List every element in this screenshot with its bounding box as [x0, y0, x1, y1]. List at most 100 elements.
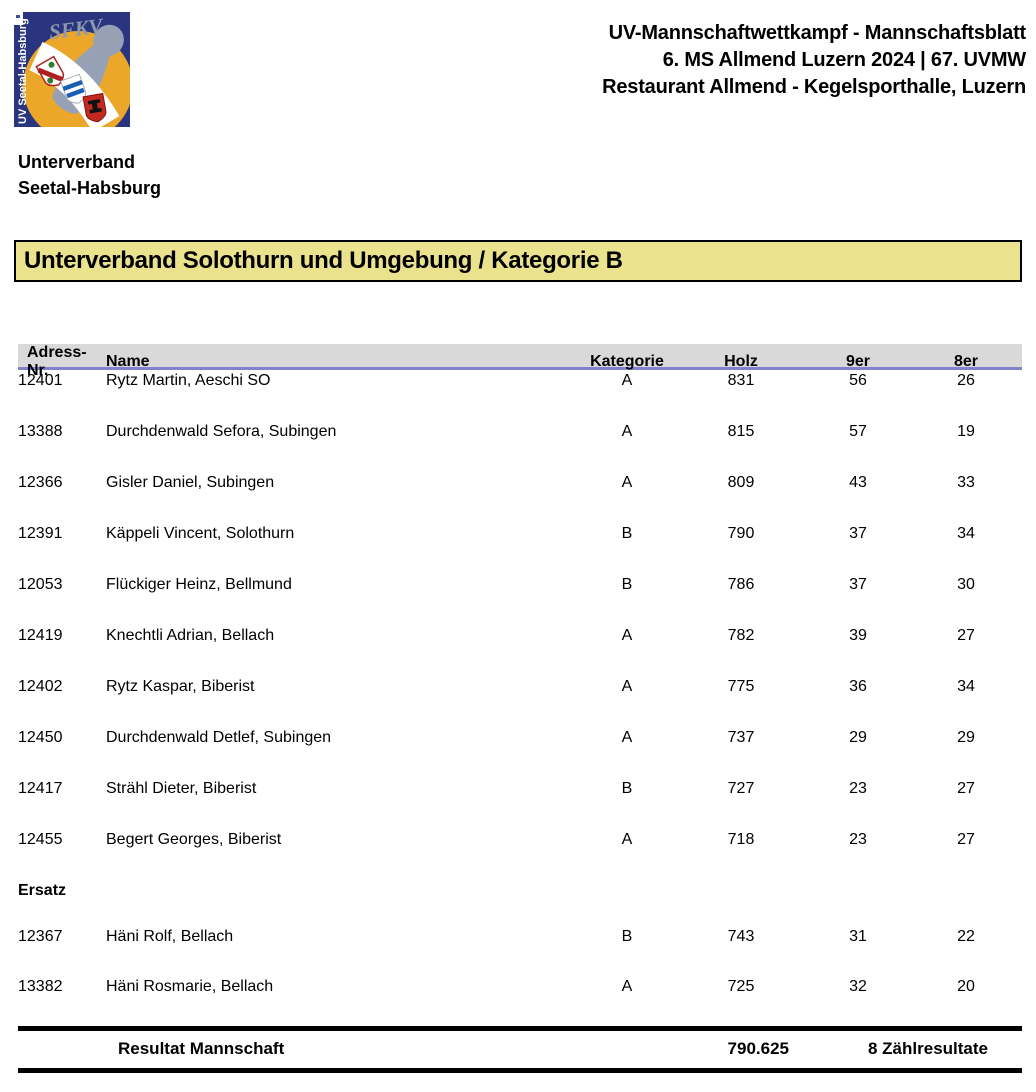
cell-address: 12402 — [18, 678, 63, 695]
cell-name: Strähl Dieter, Biberist — [106, 780, 257, 797]
table-body: 12401 Rytz Martin, Aeschi SO A 831 56 26… — [18, 370, 1022, 880]
cell-9er: 36 — [849, 678, 867, 695]
cell-8er: 27 — [957, 780, 975, 797]
logo-corner-patch — [14, 12, 23, 25]
association-line2: Seetal-Habsburg — [18, 178, 162, 198]
cell-address: 12401 — [18, 372, 63, 389]
cell-8er: 27 — [957, 831, 975, 848]
cell-8er: 33 — [957, 474, 975, 491]
association-line1: Unterverband — [18, 152, 136, 172]
cell-name: Durchdenwald Detlef, Subingen — [106, 729, 332, 746]
cell-category: A — [621, 423, 633, 440]
cell-address: 13382 — [18, 978, 63, 995]
table-row: 13388 Durchdenwald Sefora, Subingen A 81… — [18, 421, 1022, 472]
cell-address: 12367 — [18, 928, 63, 945]
cell-address: 12417 — [18, 780, 63, 797]
cell-holz: 782 — [727, 627, 755, 644]
cell-name: Rytz Martin, Aeschi SO — [106, 372, 271, 389]
cell-name: Rytz Kaspar, Biberist — [106, 678, 255, 695]
cell-holz: 775 — [727, 678, 755, 695]
cell-9er: 43 — [849, 474, 867, 491]
event-line: 6. MS Allmend Luzern 2024 | 67. UVMW — [662, 49, 1027, 71]
crest-blue-icon — [59, 73, 87, 104]
table-row: 12450 Durchdenwald Detlef, Subingen A 73… — [18, 727, 1022, 778]
cell-name: Begert Georges, Biberist — [106, 831, 282, 848]
cell-category: B — [621, 928, 633, 945]
document-header: UV-Mannschaftwettkampf - Mannschaftsblat… — [602, 20, 1026, 101]
cell-8er: 29 — [957, 729, 975, 746]
cell-8er: 34 — [957, 525, 975, 542]
table-row: 12419 Knechtli Adrian, Bellach A 782 39 … — [18, 625, 1022, 676]
table-header-row: Adress-Nr. Name Kategorie Holz 9er 8er — [18, 344, 1022, 379]
cell-holz: 725 — [727, 978, 755, 995]
cell-address: 12366 — [18, 474, 63, 491]
col-header-holz: Holz — [724, 353, 758, 370]
footer-result-label: Resultat Mannschaft — [118, 1038, 285, 1058]
cell-category: A — [621, 474, 633, 491]
cell-category: B — [621, 576, 633, 593]
cell-9er: 23 — [849, 831, 867, 848]
table-footer-row: Resultat Mannschaft 790.625 8 Zählresult… — [18, 1026, 1022, 1073]
table-row: 12417 Strähl Dieter, Biberist B 727 23 2… — [18, 778, 1022, 829]
cell-9er: 31 — [849, 928, 867, 945]
cell-8er: 22 — [957, 928, 975, 945]
cell-category: A — [621, 627, 633, 644]
cell-name: Gisler Daniel, Subingen — [106, 474, 275, 491]
cell-holz: 790 — [727, 525, 755, 542]
cell-8er: 20 — [957, 978, 975, 995]
venue-line: Restaurant Allmend - Kegelsporthalle, Lu… — [602, 76, 1026, 98]
cell-address: 12053 — [18, 576, 63, 593]
table-row: 12366 Gisler Daniel, Subingen A 809 43 3… — [18, 472, 1022, 523]
table-row: 12391 Käppeli Vincent, Solothurn B 790 3… — [18, 523, 1022, 574]
cell-holz: 718 — [727, 831, 755, 848]
cell-category: A — [621, 678, 633, 695]
category-title-bar: Unterverband Solothurn und Umgebung / Ka… — [14, 240, 1022, 282]
cell-name: Flückiger Heinz, Bellmund — [106, 576, 292, 593]
association-block: Unterverband Seetal-Habsburg — [18, 149, 161, 201]
cell-address: 13388 — [18, 423, 63, 440]
cell-category: B — [621, 525, 633, 542]
cell-9er: 57 — [849, 423, 867, 440]
logo-side-text: UV Seetal-Habsburg — [17, 18, 29, 124]
cell-name: Käppeli Vincent, Solothurn — [106, 525, 295, 542]
cell-holz: 809 — [727, 474, 755, 491]
cell-9er: 29 — [849, 729, 867, 746]
cell-name: Knechtli Adrian, Bellach — [106, 627, 275, 644]
cell-8er: 30 — [957, 576, 975, 593]
cell-category: A — [621, 372, 633, 389]
cell-address: 12419 — [18, 627, 63, 644]
table-row: 12053 Flückiger Heinz, Bellmund B 786 37… — [18, 574, 1022, 625]
cell-address: 12391 — [18, 525, 63, 542]
cell-holz: 743 — [727, 928, 755, 945]
table-row: 12367 Häni Rolf, Bellach B 743 31 22 — [18, 926, 1022, 976]
cell-category: A — [621, 729, 633, 746]
cell-9er: 56 — [849, 372, 867, 389]
cell-9er: 37 — [849, 576, 867, 593]
col-header-category: Kategorie — [590, 353, 664, 370]
cell-name: Häni Rosmarie, Bellach — [106, 978, 274, 995]
table-row: 13382 Häni Rosmarie, Bellach A 725 32 20 — [18, 976, 1022, 1026]
cell-8er: 26 — [957, 372, 975, 389]
cell-9er: 39 — [849, 627, 867, 644]
cell-8er: 27 — [957, 627, 975, 644]
ersatz-body: 12367 Häni Rolf, Bellach B 743 31 22 133… — [18, 926, 1022, 1026]
cell-address: 12450 — [18, 729, 63, 746]
ersatz-section-label: Ersatz — [18, 882, 67, 899]
cell-address: 12455 — [18, 831, 63, 848]
footer-count-label: 8 Zählresultate — [868, 1038, 988, 1058]
table-row: 12455 Begert Georges, Biberist A 718 23 … — [18, 829, 1022, 880]
cell-9er: 37 — [849, 525, 867, 542]
cell-name: Durchdenwald Sefora, Subingen — [106, 423, 337, 440]
cell-holz: 727 — [727, 780, 755, 797]
table-row: 12401 Rytz Martin, Aeschi SO A 831 56 26 — [18, 370, 1022, 421]
document-title: UV-Mannschaftwettkampf - Mannschaftsblat… — [608, 22, 1027, 44]
results-table: Adress-Nr. Name Kategorie Holz 9er 8er 1… — [18, 344, 1022, 1073]
cell-category: A — [621, 978, 633, 995]
col-header-address: Adress-Nr. — [27, 344, 87, 379]
col-header-name: Name — [106, 353, 150, 370]
cell-8er: 19 — [957, 423, 975, 440]
col-header-8er: 8er — [953, 353, 979, 370]
category-title-text: Unterverband Solothurn und Umgebung / Ka… — [24, 247, 623, 274]
crest-seetal-icon — [35, 55, 65, 87]
